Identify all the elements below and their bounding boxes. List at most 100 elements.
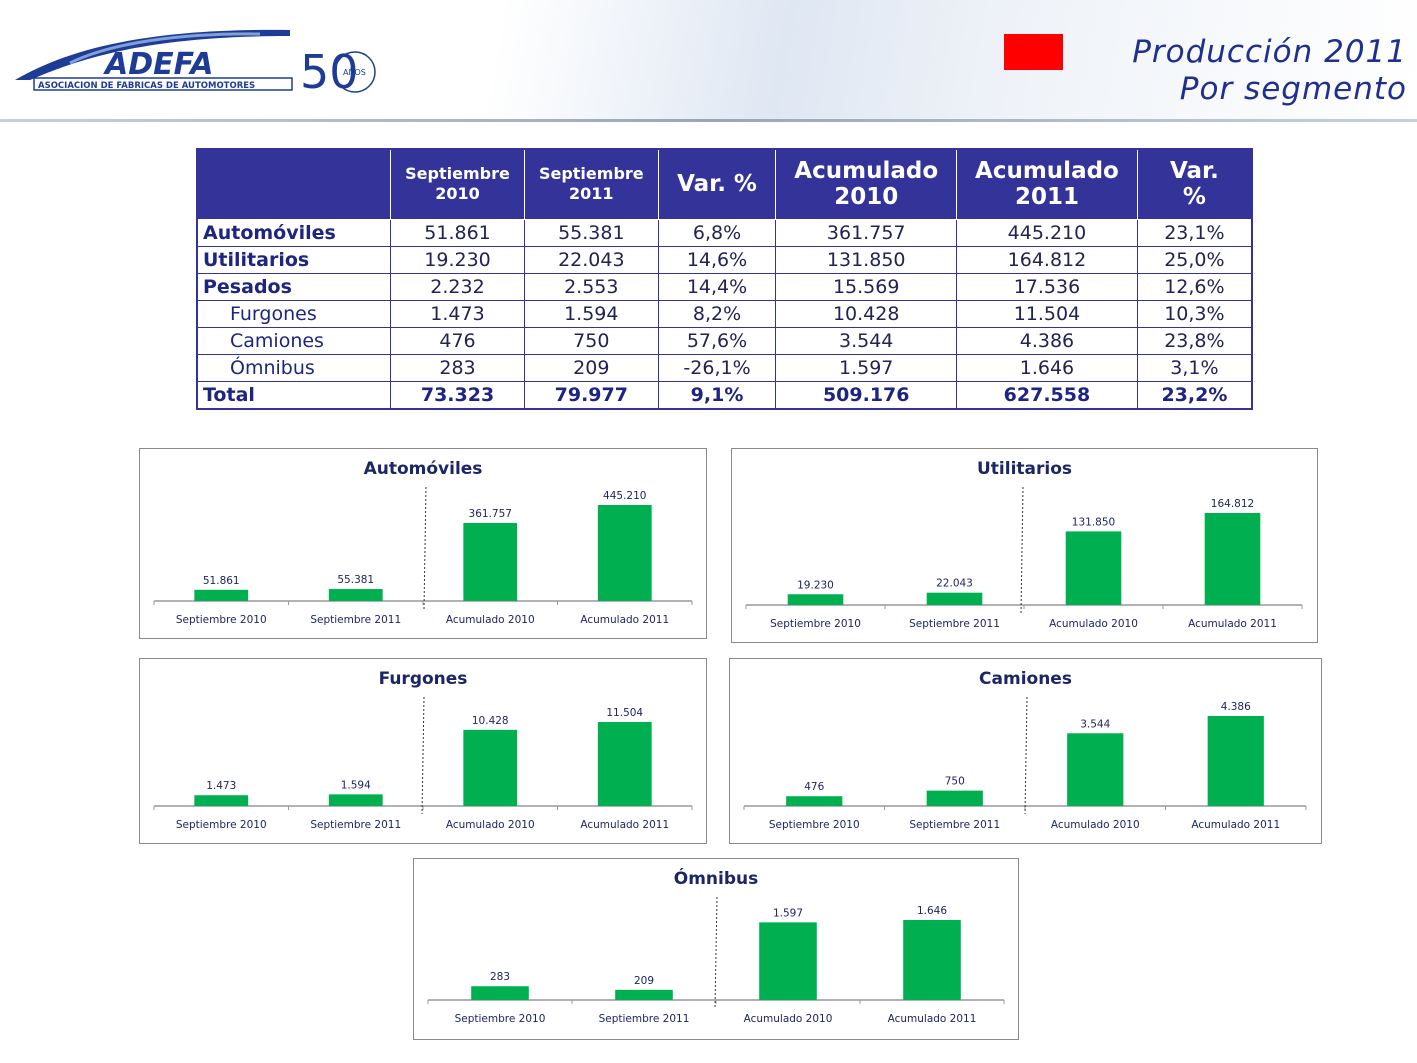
data-label: 750 [945, 776, 965, 788]
data-label: 4.386 [1221, 701, 1251, 713]
data-label: 1.646 [917, 905, 947, 917]
logo-subtitle: ASOCIACION DE FABRICAS DE AUTOMOTORES [38, 81, 255, 91]
header-divider [0, 119, 1417, 122]
bar [615, 989, 673, 1000]
chart-camiones: Camiones 476 Septiembre 2010 750 Septiembre… [729, 658, 1322, 844]
data-label: 3.544 [1080, 718, 1110, 730]
bar [926, 592, 983, 605]
data-label: 283 [490, 971, 510, 983]
category-label: Septiembre 2010 [769, 819, 860, 831]
table-cell: 1.646 [956, 353, 1138, 382]
table-total-row: Total 73.323 79.977 9,1% 509.176 627.558 23,2% [196, 380, 1253, 410]
bar [597, 505, 652, 601]
data-label: 476 [804, 781, 824, 793]
bar [787, 594, 844, 605]
bar [463, 522, 518, 601]
row-label: Automóviles [196, 218, 392, 247]
table-cell: 1.473 [390, 299, 525, 328]
data-label: 361.757 [469, 508, 512, 520]
table-cell: 12,6% [1136, 272, 1253, 301]
table-cell: 445.210 [956, 218, 1138, 247]
chart-title: Automóviles [363, 459, 483, 479]
table-row: Ómnibus 283 209 -26,1% 1.597 1.646 3,1% [196, 353, 1253, 382]
category-label: Acumulado 2010 [1049, 618, 1138, 630]
period-separator [421, 696, 425, 815]
data-label: 11.504 [606, 707, 643, 719]
bar [471, 986, 529, 1000]
header-cell-sep-2011: Septiembre 2011 [523, 148, 659, 220]
row-label: Utilitarios [196, 245, 392, 274]
period-separator [714, 896, 718, 1009]
table-header-row: Septiembre 2010 Septiembre 2011 Var. % Acu… [196, 148, 1253, 220]
row-label: Camiones [196, 326, 392, 355]
category-label: Acumulado 2010 [744, 1013, 833, 1025]
table-cell: 15.569 [775, 272, 958, 301]
data-label: 51.861 [203, 575, 240, 587]
table-cell: 14,6% [657, 245, 777, 274]
table-row: Utilitarios 19.230 22.043 14,6% 131.850 164.8… [196, 245, 1253, 274]
table-cell: 17.536 [956, 272, 1138, 301]
header-cell-sep-2010: Septiembre 2010 [390, 148, 525, 220]
table-cell: 131.850 [775, 245, 958, 274]
table-row: Camiones 476 750 57,6% 3.544 4.386 23,8% [196, 326, 1253, 355]
category-label: Septiembre 2010 [770, 618, 861, 630]
table-cell: 3,1% [1136, 353, 1253, 382]
bar [786, 796, 843, 806]
logo-name: ADEFA [103, 47, 213, 82]
period-separator [1020, 486, 1024, 614]
table-cell: -26,1% [657, 353, 777, 382]
table-cell: 209 [523, 353, 659, 382]
table-cell: 361.757 [775, 218, 958, 247]
table-cell: 1.597 [775, 353, 958, 382]
table-cell: 23,8% [1136, 326, 1253, 355]
period-separator [423, 486, 427, 610]
page-title-line1: Producción 2011 [1132, 34, 1407, 70]
category-label: Septiembre 2011 [310, 819, 401, 831]
table-row: Pesados 2.232 2.553 14,4% 15.569 17.536 12,6% [196, 272, 1253, 301]
table-cell: 14,4% [657, 272, 777, 301]
table-cell: 627.558 [956, 380, 1138, 410]
data-label: 1.597 [773, 907, 803, 919]
data-label: 131.850 [1072, 516, 1115, 528]
category-label: Acumulado 2011 [1188, 618, 1277, 630]
table-cell: 57,6% [657, 326, 777, 355]
table-cell: 19.230 [390, 245, 525, 274]
bar [194, 795, 249, 806]
data-label: 22.043 [936, 578, 973, 590]
chart-title: Utilitarios [976, 459, 1073, 479]
header-cell-acum-2010: Acumulado 2010 [775, 148, 958, 220]
bar [926, 790, 983, 806]
chart-title: Camiones [979, 669, 1072, 689]
logo-anniversary: 50 [300, 45, 359, 98]
bar [1207, 716, 1264, 806]
row-label: Pesados [196, 272, 392, 301]
period-separator [1024, 696, 1028, 815]
table-cell: 25,0% [1136, 245, 1253, 274]
table-cell: 73.323 [390, 380, 525, 410]
table-cell: 1.594 [523, 299, 659, 328]
table-cell: 6,8% [657, 218, 777, 247]
category-label: Septiembre 2010 [176, 819, 267, 831]
table-cell: 22.043 [523, 245, 659, 274]
bar [328, 589, 383, 601]
table-cell: 11.504 [956, 299, 1138, 328]
category-label: Septiembre 2011 [909, 618, 1000, 630]
table-cell: 23,1% [1136, 218, 1253, 247]
header-cell-var-acum: Var.% [1136, 148, 1253, 220]
data-label: 10.428 [472, 715, 509, 727]
data-label: 1.473 [206, 780, 236, 792]
table-cell: 55.381 [523, 218, 659, 247]
table-cell: 750 [523, 326, 659, 355]
bar [1204, 513, 1261, 605]
row-label: Furgones [196, 299, 392, 328]
row-label: Ómnibus [196, 353, 392, 382]
table-cell: 283 [390, 353, 525, 382]
category-label: Acumulado 2011 [1191, 819, 1280, 831]
bar [1065, 531, 1122, 605]
category-label: Septiembre 2010 [455, 1013, 546, 1025]
table-row: Automóviles 51.861 55.381 6,8% 361.757 445.21… [196, 218, 1253, 247]
data-label: 1.594 [341, 779, 371, 791]
data-label: 445.210 [603, 490, 646, 502]
accent-square [1004, 34, 1063, 70]
row-label: Total [196, 380, 392, 410]
